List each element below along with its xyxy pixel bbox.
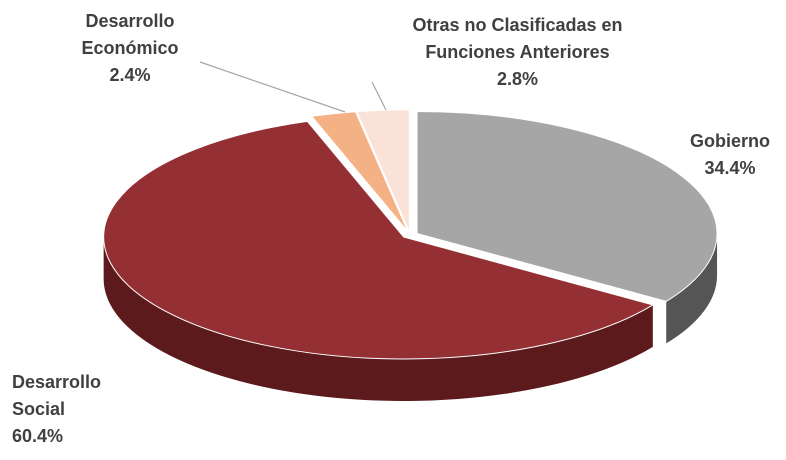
slice xyxy=(310,111,409,233)
value-label: 2.8% xyxy=(496,69,539,89)
leader-line xyxy=(371,81,387,111)
data-label: Desarrollo Económico 2.4% xyxy=(60,8,200,89)
category-label: Gobierno xyxy=(690,131,770,151)
category-label: Desarrollo Económico xyxy=(81,11,179,58)
category-label: Otras no Clasificadas en Funciones Anter… xyxy=(412,15,623,62)
slice xyxy=(103,120,655,360)
slice-side xyxy=(103,236,653,401)
value-label: 34.4% xyxy=(704,158,756,178)
data-label: Desarrollo Social 60.4% xyxy=(12,369,132,450)
leader-line xyxy=(199,61,346,113)
data-label: Gobierno 34.4% xyxy=(660,128,786,182)
slice-side xyxy=(666,233,718,344)
slice xyxy=(356,109,410,232)
data-label: Otras no Clasificadas en Funciones Anter… xyxy=(375,12,660,93)
category-label: Desarrollo Social xyxy=(12,372,102,419)
slice xyxy=(416,110,718,302)
value-label: 2.4% xyxy=(109,65,151,85)
value-label: 60.4% xyxy=(12,426,64,446)
